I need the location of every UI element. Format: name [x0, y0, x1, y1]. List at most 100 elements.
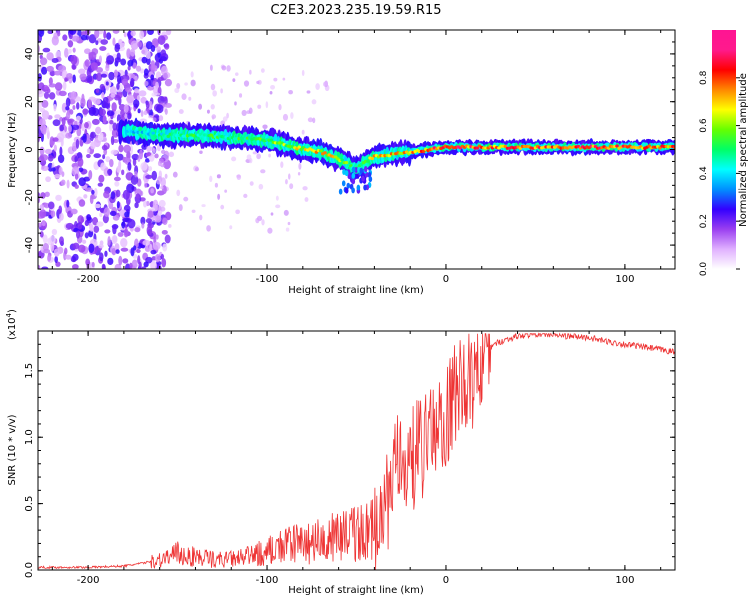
heatmap-cell: [112, 214, 120, 221]
heatmap-cell: [49, 235, 56, 244]
heatmap-cell: [120, 42, 125, 48]
heatmap-cell: [41, 219, 46, 227]
heatmap-cell: [74, 121, 78, 126]
heatmap-cell: [71, 166, 80, 177]
heatmap-cell: [234, 101, 237, 106]
heatmap-cell: [57, 154, 65, 163]
heatmap-cell: [323, 81, 328, 88]
heatmap-cell: [78, 68, 86, 75]
snr-frame: [37, 330, 676, 571]
heatmap-cell: [131, 259, 138, 269]
heatmap-cell: [135, 65, 142, 72]
heatmap-cell: [52, 119, 61, 127]
heatmap-cell: [42, 242, 49, 251]
heatmap-cell: [75, 230, 81, 239]
heatmap-cell: [45, 176, 52, 183]
heatmap-cell: [176, 82, 181, 90]
heatmap-cell: [114, 57, 122, 63]
snr-marks: [38, 332, 675, 570]
heatmap-cell: [198, 103, 203, 110]
heatmap-cell: [118, 144, 124, 153]
heatmap-cell: [64, 254, 72, 260]
heatmap-cell: [72, 257, 77, 263]
heatmap-cell: [155, 234, 159, 240]
heatmap-cell: [51, 57, 59, 64]
heatmap-cell: [99, 83, 105, 91]
heatmap-cell: [164, 108, 168, 115]
heatmap-cell: [100, 162, 106, 172]
heatmap-cell: [120, 247, 129, 252]
heatmap-cell: [168, 223, 172, 228]
heatmap-cell: [88, 243, 95, 254]
heatmap-cell: [57, 31, 61, 37]
heatmap-cell: [125, 87, 133, 93]
heatmap-cell: [65, 97, 71, 108]
heatmap-cell: [124, 263, 131, 269]
heatmap-cell: [256, 80, 260, 85]
heatmap-cell: [150, 188, 155, 194]
heatmap-cell: [106, 55, 115, 65]
heatmap-cell: [306, 90, 311, 94]
heatmap-cell: [94, 30, 100, 39]
heatmap-cell: [347, 173, 352, 180]
snr-y-tick-label: 0.0: [24, 562, 35, 578]
heatmap-cell: [77, 215, 84, 224]
heatmap-cell: [137, 155, 141, 162]
heatmap-cell: [275, 204, 281, 209]
heatmap-cell: [216, 174, 221, 179]
heatmap-cell: [199, 214, 203, 221]
heatmap-cell: [174, 87, 180, 94]
heatmap-cell: [122, 217, 131, 222]
heatmap-x-tick-label: -100: [256, 274, 279, 285]
heatmap-cell: [151, 131, 156, 135]
heatmap-cell: [154, 254, 161, 263]
heatmap-cell: [304, 197, 309, 202]
heatmap-cell: [282, 77, 286, 81]
heatmap-cell: [120, 109, 125, 118]
heatmap-cell: [88, 230, 94, 238]
heatmap-cell: [114, 94, 121, 101]
heatmap-cell: [201, 204, 206, 208]
heatmap-cell: [69, 109, 74, 115]
heatmap-marks: [38, 30, 675, 269]
heatmap-cell: [113, 176, 121, 182]
heatmap-cell: [354, 166, 358, 173]
heatmap-cell: [153, 210, 158, 216]
heatmap-cell: [302, 186, 308, 191]
heatmap-cell: [236, 174, 242, 181]
heatmap-cell: [87, 99, 92, 109]
heatmap-cell: [267, 227, 273, 234]
heatmap-cell: [117, 232, 124, 237]
heatmap-cell: [80, 34, 88, 41]
heatmap-cell: [124, 211, 130, 218]
heatmap-cell: [289, 183, 294, 190]
heatmap-y-tick-label: 40: [24, 48, 35, 61]
heatmap-cell: [270, 84, 276, 90]
heatmap-cell: [311, 99, 317, 105]
heatmap-cell: [140, 216, 146, 225]
heatmap-cell: [89, 195, 94, 204]
heatmap-cell: [123, 104, 129, 113]
heatmap-cell: [116, 201, 120, 209]
snr-series-line: [38, 332, 675, 570]
colorbar-ticks: 0.0 0.2 0.4 0.6 0.8: [699, 70, 740, 276]
heatmap-cell: [165, 211, 172, 221]
heatmap-cell: [176, 189, 181, 197]
heatmap-cell: [133, 98, 140, 108]
heatmap-cell: [106, 110, 115, 117]
heatmap-cell: [212, 90, 218, 97]
heatmap-cell: [46, 65, 54, 72]
heatmap-cell: [145, 174, 153, 179]
heatmap-cell: [77, 221, 83, 230]
heatmap-cell: [72, 105, 76, 110]
heatmap-cell: [262, 124, 268, 130]
heatmap-y-axis: -40 -20 0 20 40: [24, 29, 675, 270]
heatmap-cell: [64, 247, 68, 255]
heatmap-cell: [118, 255, 123, 266]
heatmap-cell: [238, 93, 243, 98]
heatmap-cell: [123, 31, 127, 38]
heatmap-cell: [145, 101, 150, 109]
heatmap-cell: [109, 119, 114, 125]
heatmap-cell: [152, 199, 159, 209]
